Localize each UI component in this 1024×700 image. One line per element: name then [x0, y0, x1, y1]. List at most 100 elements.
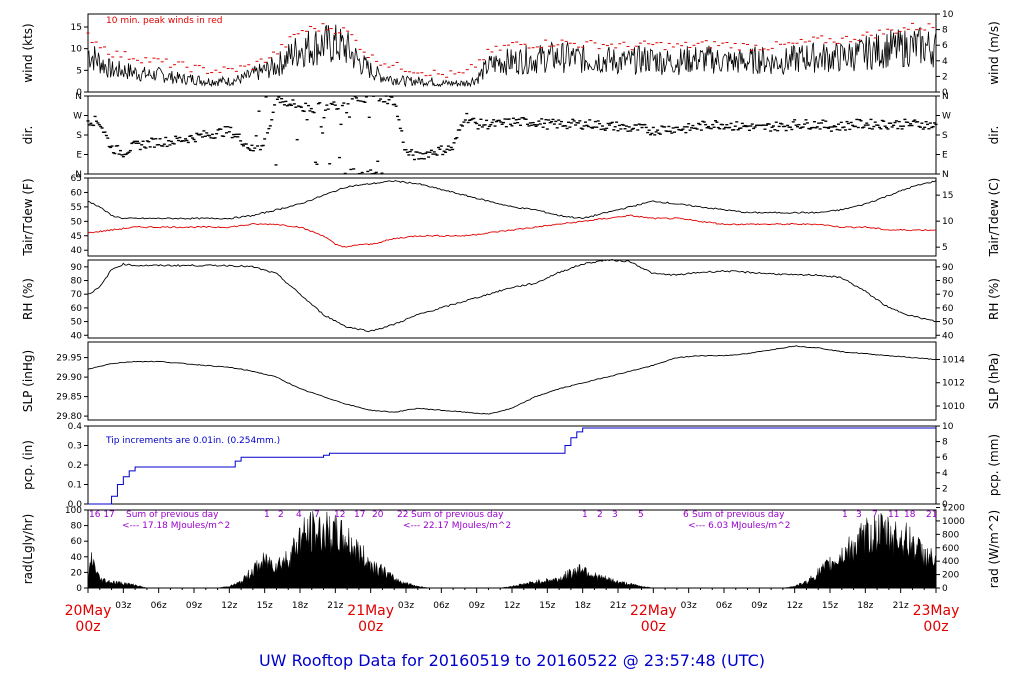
- x-tick-label: 09z: [469, 601, 485, 611]
- radiation-hour-marks: 6: [683, 510, 689, 520]
- right-tick-label: 50: [942, 318, 954, 328]
- left-tick-label: 70: [71, 290, 83, 300]
- left-tick-label: S: [76, 131, 82, 141]
- figure-title: UW Rooftop Data for 20160519 to 20160522…: [259, 651, 765, 670]
- left-tick-label: E: [76, 151, 82, 161]
- left-tick-label: 0.3: [68, 442, 82, 452]
- left-tick-label: 29.80: [56, 412, 82, 422]
- right-tick-label: 600: [942, 544, 959, 554]
- y-axis-label-right: SLP (hPa): [987, 353, 1001, 409]
- daily-sum-text: Sum of previous day: [411, 510, 504, 520]
- right-tick-label: E: [942, 151, 948, 161]
- time-axis: 03z 06z 09z 12z 15z 18z 21z 03z 06z 09z 12z 15z 18z 2…: [65, 588, 959, 635]
- left-tick-label: 0: [76, 88, 82, 98]
- left-tick-label: 0.0: [68, 500, 83, 510]
- right-tick-label: N: [942, 170, 949, 180]
- left-tick-label: 0.2: [68, 461, 82, 471]
- right-tick-label: 200: [942, 571, 959, 581]
- tip-increment-annotation: Tip increments are 0.01in. (0.254mm.): [105, 436, 280, 446]
- day-label-hour: 00z: [641, 619, 666, 635]
- right-tick-label: 2: [942, 72, 948, 82]
- radiation-hour-mark: 2: [597, 510, 603, 520]
- radiation-hour-mark: 21: [926, 510, 937, 520]
- panel-frame: [87, 341, 937, 421]
- right-tick-label: 0: [942, 88, 948, 98]
- radiation-hour-mark: 12: [334, 510, 345, 520]
- panel-temperature: 40 45 50 55 60 65 5 10 15 Tair/Tdew (F) Tair/Tdew …: [21, 174, 1001, 257]
- day-label-date: 22May: [630, 603, 677, 619]
- radiation-hour-mark: 17: [354, 510, 365, 520]
- right-tick-label: 10: [942, 217, 954, 227]
- right-tick-label: 2: [942, 484, 948, 494]
- right-tick-label: 400: [942, 557, 959, 567]
- right-tick-label: 8: [942, 26, 948, 36]
- right-tick-label: 1200: [942, 504, 965, 514]
- x-tick-label: 21z: [893, 601, 909, 611]
- left-tick-label: 80: [71, 522, 83, 532]
- x-tick-label: 06z: [716, 601, 732, 611]
- right-tick-label: 60: [942, 304, 954, 314]
- right-tick-label: 4: [942, 57, 948, 67]
- radiation-hour-mark: 20: [372, 510, 384, 520]
- x-tick-label: 21z: [327, 601, 343, 611]
- radiation-hour-mark: 7: [872, 510, 878, 520]
- right-tick-label: 4: [942, 469, 948, 479]
- sea_level_pressure-series-line: [87, 345, 937, 415]
- right-tick-label: 10: [942, 10, 954, 20]
- day-label-date: 21May: [347, 603, 394, 619]
- radiation-hour-marks: 16 17: [89, 510, 115, 520]
- panel-precipitation: 0.0 0.1 0.2 0.3 0.4 0 2 4 6 8 10 pcp. (in) pcp. (mm)…: [21, 422, 1001, 510]
- right-tick-label: S: [942, 131, 948, 141]
- left-tick-label: 65: [71, 174, 82, 184]
- left-tick-label: 40: [71, 553, 83, 563]
- y-axis-label-right: rad (W/m^2): [987, 510, 1001, 588]
- y-axis-label-right: Tair/Tdew (C): [987, 178, 1001, 258]
- right-tick-label: 6: [942, 453, 948, 463]
- x-tick-label: 06z: [433, 601, 449, 611]
- right-tick-label: 0: [942, 584, 948, 594]
- panel-sea_level_pressure: 29.80 29.85 29.90 29.95 1010 1012 1014 SLP (inH…: [21, 341, 1001, 422]
- left-tick-label: 80: [71, 277, 83, 287]
- left-tick-label: N: [75, 170, 82, 180]
- left-tick-label: 29.85: [56, 393, 82, 403]
- left-tick-label: 40: [71, 331, 83, 341]
- radiation-hour-mark: 3: [856, 510, 862, 520]
- radiation-hour-mark: 1: [264, 510, 270, 520]
- left-tick-label: 50: [71, 217, 83, 227]
- day-label-hour: 00z: [923, 619, 948, 635]
- radiation-hour-mark: 1: [842, 510, 848, 520]
- radiation-hour-mark: 7: [314, 510, 320, 520]
- peak-wind-annotation: 10 min. peak winds in red: [106, 16, 223, 26]
- y-axis-label-right: RH (%): [987, 278, 1001, 320]
- right-tick-label: N: [942, 92, 949, 102]
- radiation-hour-mark: 2: [278, 510, 284, 520]
- left-tick-label: 100: [65, 506, 82, 516]
- left-tick-label: 29.95: [56, 354, 82, 364]
- left-tick-label: 40: [71, 246, 83, 256]
- x-tick-label: 18z: [292, 601, 308, 611]
- radiation-hour-mark: 18: [904, 510, 916, 520]
- panel-frame: [87, 95, 937, 175]
- left-tick-label: 5: [76, 66, 82, 76]
- left-tick-label: 0.1: [68, 481, 82, 491]
- right-tick-label: 10: [942, 422, 954, 432]
- y-axis-label-left: wind (kts): [21, 23, 35, 82]
- daily-sum-total: <--- 17.18 MJoules/m^2: [122, 521, 230, 531]
- left-tick-label: N: [75, 92, 82, 102]
- tair-series-line: [87, 179, 937, 220]
- left-tick-label: 90: [71, 263, 83, 273]
- radiation-hour-mark: 5: [638, 510, 644, 520]
- daily-sum-total: <--- 6.03 MJoules/m^2: [688, 521, 790, 531]
- day-label-hour: 00z: [75, 619, 100, 635]
- left-tick-label: 20: [71, 568, 83, 578]
- day-label-hour: 00z: [358, 619, 383, 635]
- y-axis-label-left: dir.: [21, 126, 35, 145]
- left-tick-label: 0.4: [68, 422, 83, 432]
- x-tick-label: 12z: [787, 601, 803, 611]
- right-tick-label: 800: [942, 530, 959, 540]
- left-tick-label: 0: [76, 584, 82, 594]
- y-axis-label-left: SLP (inHg): [21, 350, 35, 412]
- right-tick-label: 5: [942, 243, 948, 253]
- radiation-hour-marks: 22: [397, 510, 408, 520]
